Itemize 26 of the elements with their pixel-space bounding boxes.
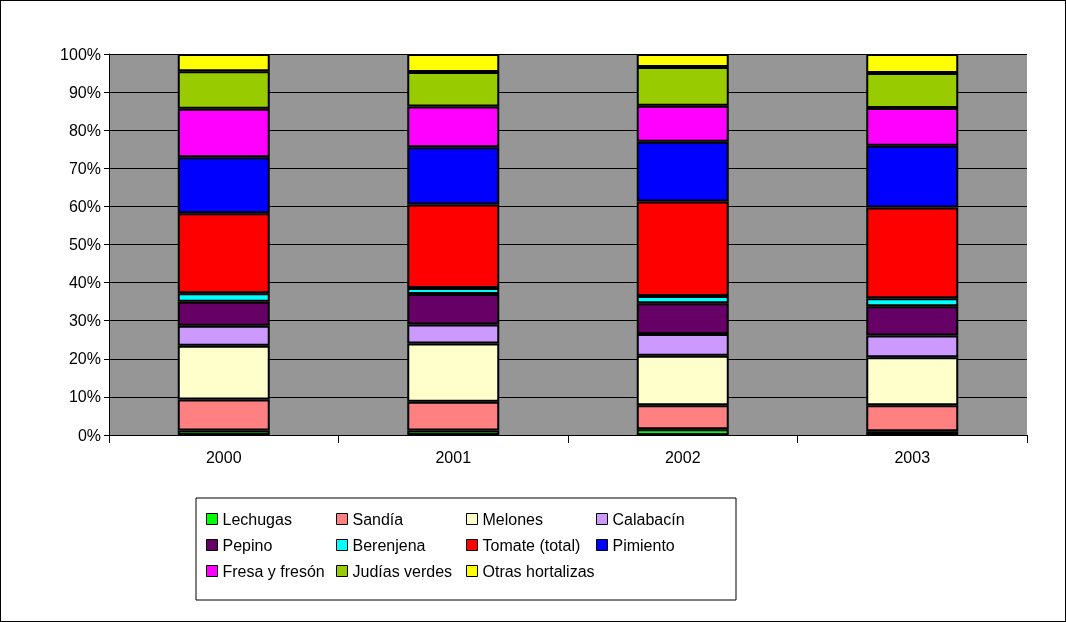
x-tick-label: 2000	[205, 448, 242, 466]
y-tick-label: 100%	[60, 45, 101, 63]
legend-label: Pimiento	[612, 536, 675, 554]
x-tick-label: 2002	[664, 448, 701, 466]
y-tick-label: 10%	[68, 388, 101, 406]
y-tick-label: 90%	[68, 83, 101, 101]
legend-label: Otras hortalizas	[482, 562, 595, 580]
y-tick-label: 70%	[68, 159, 101, 177]
legend-label: Berenjena	[352, 536, 426, 554]
x-tick-label: 2003	[894, 448, 931, 466]
legend-label: Melones	[482, 510, 543, 528]
y-tick-label: 50%	[68, 236, 101, 253]
legend-label: Lechugas	[222, 510, 292, 528]
legend-label: Judías verdes	[352, 562, 453, 580]
legend-label: Pepino	[222, 536, 273, 554]
y-tick-label: 20%	[68, 350, 101, 368]
x-tick-label: 2001	[435, 448, 472, 466]
legend-label: Calabacín	[612, 510, 685, 528]
legend-label: Sandía	[352, 510, 404, 528]
y-tick-label: 40%	[68, 274, 101, 292]
y-tick-label: 30%	[68, 312, 101, 330]
legend-label: Fresa y fresón	[222, 562, 325, 580]
legend-label: Tomate (total)	[482, 536, 581, 554]
y-tick-label: 80%	[68, 121, 101, 139]
y-tick-label: 60%	[68, 197, 101, 215]
y-tick-label: 0%	[77, 426, 101, 444]
